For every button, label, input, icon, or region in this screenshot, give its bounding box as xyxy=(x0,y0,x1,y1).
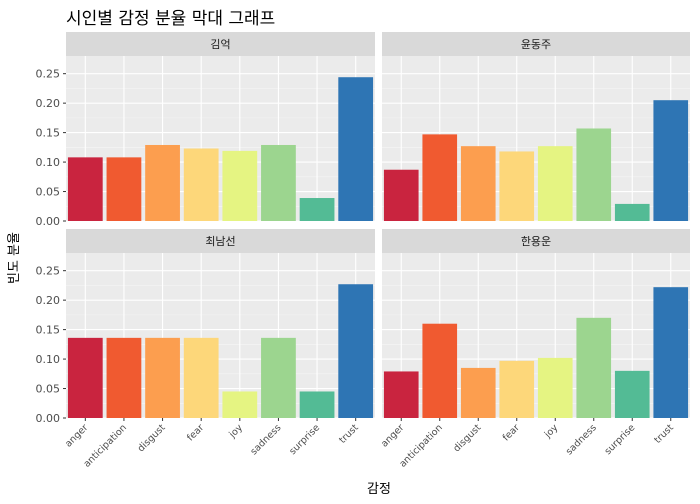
x-tick-label: sadness xyxy=(249,422,284,457)
x-tick-label: anger xyxy=(379,422,406,449)
bar-fear xyxy=(183,337,219,418)
y-tick-label: 0.20 xyxy=(36,294,61,307)
x-tick-label: disgust xyxy=(451,422,483,454)
bar-trust xyxy=(338,284,374,418)
y-tick-label: 0.05 xyxy=(36,383,61,396)
y-tick-label: 0.05 xyxy=(36,186,61,199)
bar-disgust xyxy=(460,367,496,418)
x-tick-label: joy xyxy=(542,422,561,441)
x-tick-label: anger xyxy=(63,422,90,449)
bar-anticipation xyxy=(422,134,458,221)
facet-strip xyxy=(66,229,375,253)
x-axis-title: 감정 xyxy=(367,482,391,497)
bar-trust xyxy=(653,100,689,221)
bar-sadness xyxy=(576,317,612,418)
chart-title: 시인별 감정 분율 막대 그래프 xyxy=(66,9,275,29)
bar-anticipation xyxy=(422,323,458,418)
panel-1: 김억 0.00 0.05 0.10 0.15 0.20 0.25 xyxy=(36,32,375,228)
x-tick-label: sadness xyxy=(564,422,599,457)
bar-fear xyxy=(499,360,535,418)
bar-anger xyxy=(383,371,419,418)
y-tick-label: 0.25 xyxy=(36,265,61,278)
bar-joy xyxy=(537,357,573,418)
bar-surprise xyxy=(614,370,650,418)
y-tick-label: 0.10 xyxy=(36,353,61,366)
bar-anger xyxy=(67,157,103,221)
bar-surprise xyxy=(299,391,335,418)
bar-anticipation xyxy=(106,157,142,221)
bar-joy xyxy=(222,391,258,418)
bar-surprise xyxy=(614,203,650,221)
bar-disgust xyxy=(145,337,180,418)
bar-sadness xyxy=(261,144,296,221)
facet-strip xyxy=(382,32,690,56)
bar-sadness xyxy=(576,128,612,221)
facet-strip-label: 김억 xyxy=(210,38,230,51)
y-tick-label: 0.00 xyxy=(36,215,61,228)
bar-fear xyxy=(499,151,535,221)
facet-strip-label: 최남선 xyxy=(205,235,235,248)
x-tick-label: disgust xyxy=(136,422,168,454)
x-tick-label: fear xyxy=(185,422,206,443)
facet-strip xyxy=(66,32,375,56)
x-tick-label: fear xyxy=(501,422,522,443)
bar-trust xyxy=(653,287,689,418)
bar-fear xyxy=(183,148,219,221)
facet-strip-label: 윤동주 xyxy=(521,38,551,51)
x-tick-label: trust xyxy=(652,422,676,446)
x-tick-label: trust xyxy=(337,422,361,446)
bar-joy xyxy=(537,146,573,221)
bar-disgust xyxy=(460,146,496,221)
bar-joy xyxy=(222,150,258,221)
y-tick-label: 0.25 xyxy=(36,68,61,81)
bar-anticipation xyxy=(106,337,142,418)
x-tick-label: joy xyxy=(226,422,245,441)
facet-strip xyxy=(382,229,690,253)
bar-trust xyxy=(338,77,374,221)
bar-surprise xyxy=(299,198,335,221)
facet-strip-label: 한용운 xyxy=(521,235,551,248)
y-tick-label: 0.15 xyxy=(36,127,61,140)
x-tick-label: surprise xyxy=(603,422,638,457)
y-tick-label: 0.15 xyxy=(36,324,61,337)
bar-sadness xyxy=(261,337,296,418)
y-tick-label: 0.10 xyxy=(36,156,61,169)
y-axis-title: 빈도 분율 xyxy=(7,232,22,284)
bar-disgust xyxy=(145,144,180,221)
bar-anger xyxy=(383,169,419,221)
bar-anger xyxy=(67,337,103,418)
panel-2: 윤동주 xyxy=(382,32,690,222)
panel-3: 최남선0.000.050.100.150.200.25angeranticipa… xyxy=(36,229,375,470)
y-tick-label: 0.20 xyxy=(36,97,61,110)
y-tick-label: 0.00 xyxy=(36,412,61,425)
x-tick-label: surprise xyxy=(287,422,322,457)
